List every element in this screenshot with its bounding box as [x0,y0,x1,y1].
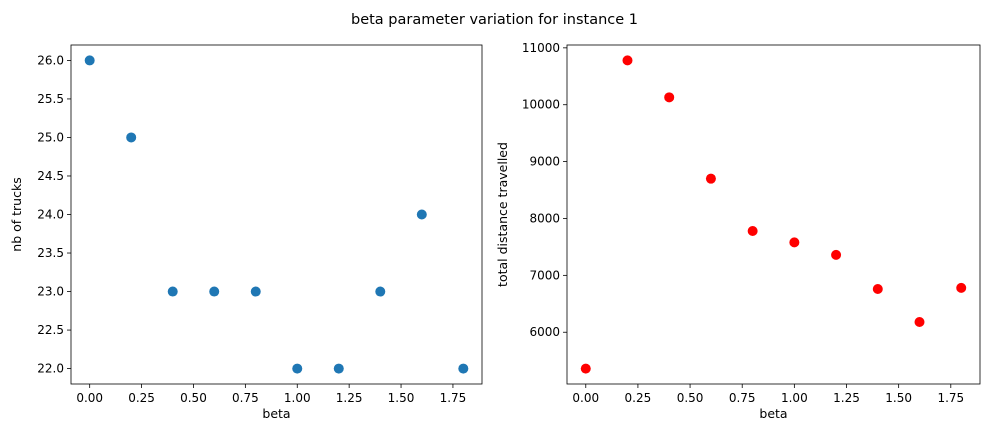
chart-left-x-tick-label: 1.25 [336,391,363,405]
chart-right-point [872,284,883,295]
chart-right-point [914,317,925,328]
chart-left-y-tick-label: 26.0 [37,53,64,67]
chart-right-y-tick-label: 7000 [529,268,560,282]
chart-left-point [167,286,178,297]
chart-left-point [126,132,137,143]
chart-right-point [664,92,675,103]
chart-left-y-axis-label: nb of trucks [9,177,24,251]
chart-right-axes-frame [566,44,981,385]
chart-right-y-tick-label: 6000 [529,325,560,339]
chart-right-point [789,237,800,248]
chart-left-y-tick-label: 23.5 [37,246,64,260]
chart-left-point [416,209,427,220]
chart-right-y-tick-label: 11000 [522,41,560,55]
chart-left-x-tick-label: 0.75 [232,391,259,405]
chart-right-x-tick-label: 1.75 [937,391,964,405]
chart-left-y-tick-label: 22.0 [37,362,64,376]
chart-right-y-axis-label: total distance travelled [495,142,510,287]
chart-left-y-tick-label: 23.0 [37,285,64,299]
chart-left-points [84,55,469,374]
chart-right-point [831,249,842,260]
chart-right-points [580,55,967,374]
chart-right-point [580,363,591,374]
chart-right-x-tick-label: 0.25 [625,391,652,405]
chart-right-x-tick-label: 1.00 [781,391,808,405]
chart-right-x-tick-label: 0.50 [677,391,704,405]
chart-left-y-ticks: 22.0 22.5 23.0 23.5 24.0 24.5 25.0 25.5 26.0 [37,53,71,376]
chart-left-x-tick-label: 0.00 [76,391,103,405]
chart-left-nb-of-trucks: 0.00 0.25 0.50 0.75 1.00 1.25 1.50 1.75 22.022.… [9,44,483,421]
chart-left-point [375,286,386,297]
chart-right-y-tick-label: 8000 [529,211,560,225]
chart-left-point [250,286,261,297]
chart-right-y-tick-label: 10000 [522,98,560,112]
chart-right-x-tick-label: 1.50 [885,391,912,405]
chart-left-x-axis-label: beta [262,406,290,421]
chart-left-x-tick-label: 1.00 [284,391,311,405]
chart-left-point [292,363,303,374]
chart-left-y-tick-label: 24.5 [37,169,64,183]
chart-left-x-tick-label: 0.25 [128,391,155,405]
figure-title: beta parameter variation for instance 1 [351,12,638,28]
chart-left-point [209,286,220,297]
chart-right-y-tick-label: 9000 [529,155,560,169]
chart-left-y-tick-label: 24.0 [37,208,64,222]
chart-left-point [84,55,95,66]
chart-right-point [705,173,716,184]
chart-right-point [622,55,633,66]
chart-right-x-ticks: 0.00 0.25 0.50 0.75 1.00 1.25 1.50 1.75 [572,384,964,405]
chart-right-x-axis-label: beta [759,406,787,421]
chart-left-y-tick-label: 25.5 [37,92,64,106]
chart-right-point [956,282,967,293]
chart-right-point [747,225,758,236]
chart-left-y-tick-label: 25.0 [37,130,64,144]
chart-right-total-distance: 0.00 0.25 0.50 0.75 1.00 1.25 1.50 1.75 6000 700… [495,41,981,421]
chart-left-point [458,363,469,374]
chart-left-y-tick-label: 22.5 [37,323,64,337]
chart-left-x-ticks: 0.00 0.25 0.50 0.75 1.00 1.25 1.50 1.75 [76,384,466,405]
chart-left-x-tick-label: 0.50 [180,391,207,405]
chart-right-x-tick-label: 1.25 [833,391,860,405]
chart-left-point [333,363,344,374]
chart-right-y-ticks: 6000 7000 8000 9000 10000 11000 [522,41,567,339]
chart-left-x-tick-label: 1.50 [388,391,415,405]
chart-right-x-tick-label: 0.75 [729,391,756,405]
chart-left-x-tick-label: 1.75 [440,391,467,405]
chart-right-x-tick-label: 0.00 [572,391,599,405]
